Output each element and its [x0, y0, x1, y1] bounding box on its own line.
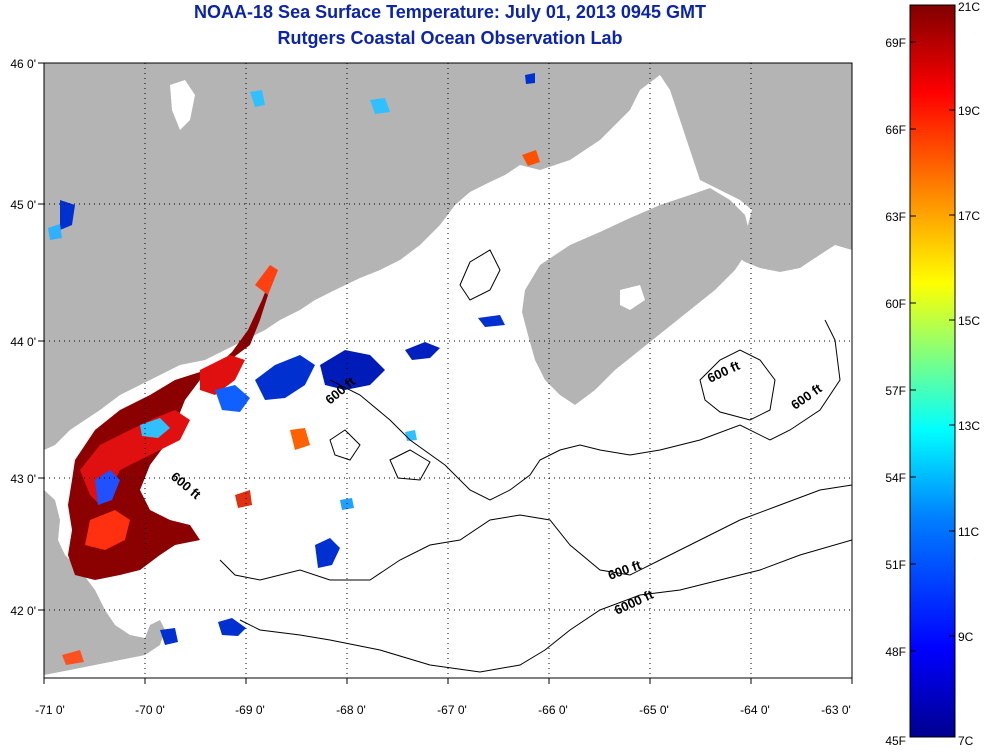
lon-tick-label: -68 0' [336, 703, 366, 717]
colorbar-c-label: 21C [958, 0, 980, 14]
colorbar-f-label: 57F [885, 384, 906, 398]
lat-tick-label: 42 0' [10, 604, 36, 618]
colorbar-f-label: 66F [885, 123, 906, 137]
land-mainland [44, 63, 852, 450]
colorbar-f-label: 51F [885, 558, 906, 572]
lon-tick-label: -63 0' [821, 703, 851, 717]
lat-tick-label: 46 0' [10, 57, 36, 71]
colorbar-f-label: 54F [885, 471, 906, 485]
colorbar-f-label: 63F [885, 210, 906, 224]
colorbar-c-label: 11C [958, 525, 979, 539]
lon-tick-label: -69 0' [235, 703, 265, 717]
colorbar-f-label: 48F [885, 645, 906, 659]
lon-tick-label: -64 0' [740, 703, 770, 717]
colorbar-c-label: 7C [958, 734, 974, 748]
colorbar: 69F 66F 63F 60F 57F 54F 51F 48F 45F 21C … [885, 0, 980, 748]
land-cape-cod [44, 490, 165, 675]
colorbar-f-label: 69F [885, 36, 906, 50]
sst-data [48, 73, 540, 665]
lon-tick-label: -65 0' [639, 703, 669, 717]
colorbar-c-label: 13C [958, 419, 980, 433]
lon-tick-label: -66 0' [538, 703, 568, 717]
colorbar-f-label: 45F [885, 734, 906, 748]
colorbar-c-label: 17C [958, 209, 980, 223]
lat-tick-label: 44 0' [10, 335, 36, 349]
map-title: NOAA-18 Sea Surface Temperature: July 01… [194, 2, 706, 22]
lon-tick-label: -70 0' [135, 703, 165, 717]
land-new-brunswick [690, 150, 800, 190]
colorbar-gradient [909, 4, 956, 738]
lon-tick-label: -67 0' [437, 703, 467, 717]
colorbar-f-label: 60F [885, 297, 906, 311]
map-subtitle: Rutgers Coastal Ocean Observation Lab [277, 28, 623, 48]
lat-tick-label: 45 0' [10, 198, 36, 212]
colorbar-c-label: 19C [958, 104, 980, 118]
lat-tick-label: 43 0' [10, 472, 36, 486]
colorbar-c-label: 9C [958, 630, 974, 644]
colorbar-c-label: 15C [958, 314, 980, 328]
lon-tick-label: -71 0' [35, 703, 65, 717]
